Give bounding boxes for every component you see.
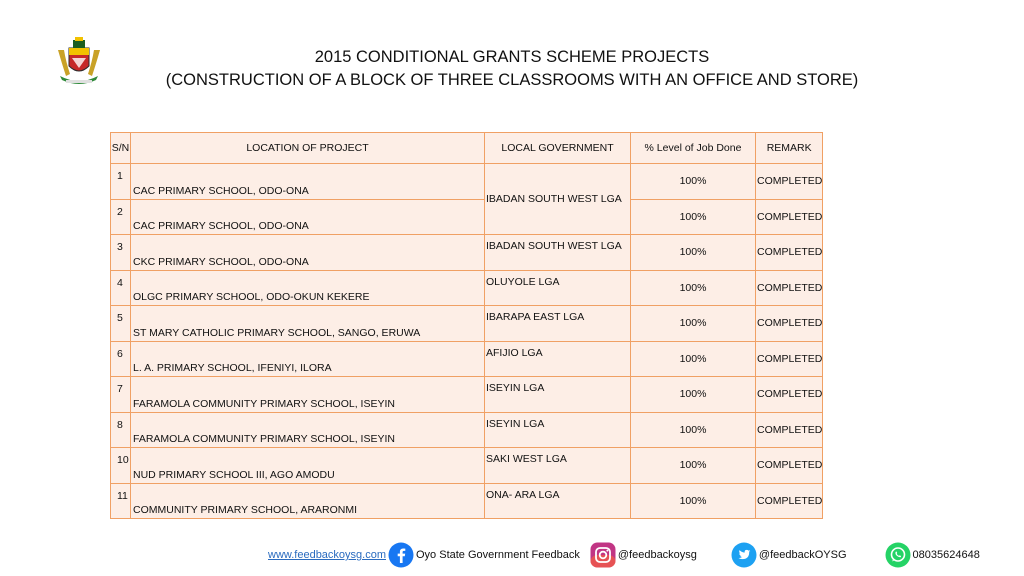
cell-pct: 100% (630, 411, 756, 448)
cell-lga: ISEYIN LGA (484, 376, 631, 413)
cell-sn: 11 (110, 482, 131, 519)
cell-location: FARAMOLA COMMUNITY PRIMARY SCHOOL, ISEYI… (130, 411, 485, 448)
column-header-lga: LOCAL GOVERNMENT (484, 132, 631, 164)
cell-pct: 100% (630, 376, 756, 413)
cell-lga: IBADAN SOUTH WEST LGA (484, 234, 631, 271)
cell-location: OLGC PRIMARY SCHOOL, ODO-OKUN KEKERE (130, 269, 485, 306)
table-row: 3 CKC PRIMARY SCHOOL, ODO-ONA IBADAN SOU… (110, 234, 824, 271)
table-header-row: S/N LOCATION OF PROJECT LOCAL GOVERNMENT… (110, 132, 824, 164)
cell-pct: 100% (630, 269, 756, 306)
table-row: 11 COMMUNITY PRIMARY SCHOOL, ARARONMI ON… (110, 482, 824, 519)
instagram-icon[interactable] (590, 542, 616, 568)
cell-sn: 10 (110, 447, 131, 484)
cell-location: COMMUNITY PRIMARY SCHOOL, ARARONMI (130, 482, 485, 519)
cell-pct: 100% (630, 447, 756, 484)
cell-sn: 3 (110, 234, 131, 271)
cell-remark: COMPLETED (754, 411, 824, 448)
cell-pct: 100% (630, 234, 756, 271)
column-header-location: LOCATION OF PROJECT (130, 132, 485, 164)
table-row: 10 NUD PRIMARY SCHOOL III, AGO AMODU SAK… (110, 447, 824, 484)
whatsapp-label: 08035624648 (912, 549, 980, 561)
cell-lga: SAKI WEST LGA (484, 447, 631, 484)
table-row: 6 L. A. PRIMARY SCHOOL, IFENIYI, ILORA A… (110, 340, 824, 377)
page-title: 2015 CONDITIONAL GRANTS SCHEME PROJECTS (314, 48, 710, 66)
cell-remark: COMPLETED (754, 376, 824, 413)
cell-sn: 4 (110, 269, 131, 306)
table-row: 8 FARAMOLA COMMUNITY PRIMARY SCHOOL, ISE… (110, 411, 824, 448)
table-row: 1 CAC PRIMARY SCHOOL, ODO-ONA IBADAN SOU… (110, 163, 824, 235)
cell-remark: COMPLETED (754, 482, 824, 519)
table-row: 2 CAC PRIMARY SCHOOL, ODO-ONA 100% COMPL… (110, 198, 824, 235)
column-header-pct: % Level of Job Done (630, 132, 756, 164)
projects-table: S/N LOCATION OF PROJECT LOCAL GOVERNMENT… (110, 132, 824, 519)
column-header-remark: REMARK (754, 132, 824, 164)
cell-pct: 100% (630, 198, 756, 235)
cell-pct: 100% (630, 340, 756, 377)
instagram-label: @feedbackoysg (617, 549, 697, 561)
table-row: 5 ST MARY CATHOLIC PRIMARY SCHOOL, SANGO… (110, 305, 824, 342)
cell-sn: 6 (110, 340, 131, 377)
cell-location: NUD PRIMARY SCHOOL III, AGO AMODU (130, 447, 485, 484)
cell-location: FARAMOLA COMMUNITY PRIMARY SCHOOL, ISEYI… (130, 376, 485, 413)
twitter-icon[interactable] (731, 542, 757, 568)
cell-lga: IBADAN SOUTH WEST LGA (484, 163, 631, 235)
whatsapp-icon[interactable] (885, 542, 911, 568)
cell-lga: OLUYOLE LGA (484, 269, 631, 306)
cell-sn: 8 (110, 411, 131, 448)
cell-pct: 100% (630, 305, 756, 342)
cell-remark: COMPLETED (754, 305, 824, 342)
cell-remark: COMPLETED (754, 340, 824, 377)
cell-lga: IBARAPA EAST LGA (484, 305, 631, 342)
cell-remark: COMPLETED (754, 447, 824, 484)
cell-pct: 100% (630, 482, 756, 519)
cell-remark: COMPLETED (754, 269, 824, 306)
cell-sn: 1 (110, 163, 131, 200)
cell-location: CAC PRIMARY SCHOOL, ODO-ONA (130, 163, 485, 200)
table-row: 4 OLGC PRIMARY SCHOOL, ODO-OKUN KEKERE O… (110, 269, 824, 306)
cell-lga: ONA- ARA LGA (484, 482, 631, 519)
facebook-label: Oyo State Government Feedback (416, 549, 580, 561)
state-coat-of-arms-icon (56, 36, 102, 86)
table-row: 7 FARAMOLA COMMUNITY PRIMARY SCHOOL, ISE… (110, 376, 824, 413)
cell-remark: COMPLETED (754, 163, 824, 200)
cell-location: CAC PRIMARY SCHOOL, ODO-ONA (130, 198, 485, 235)
cell-location: CKC PRIMARY SCHOOL, ODO-ONA (130, 234, 485, 271)
twitter-label: @feedbackOYSG (758, 549, 847, 561)
page-subtitle: (CONSTRUCTION OF A BLOCK OF THREE CLASSR… (165, 71, 859, 89)
cell-sn: 7 (110, 376, 131, 413)
cell-location: ST MARY CATHOLIC PRIMARY SCHOOL, SANGO, … (130, 305, 485, 342)
cell-remark: COMPLETED (754, 198, 824, 235)
cell-lga: ISEYIN LGA (484, 411, 631, 448)
facebook-icon[interactable] (388, 542, 414, 568)
cell-location: L. A. PRIMARY SCHOOL, IFENIYI, ILORA (130, 340, 485, 377)
footer-contact-bar: www.feedbackoysg.com Oyo State Governmen… (268, 541, 980, 569)
cell-remark: COMPLETED (754, 234, 824, 271)
cell-sn: 5 (110, 305, 131, 342)
cell-sn: 2 (110, 198, 131, 235)
cell-pct: 100% (630, 163, 756, 200)
cell-lga: AFIJIO LGA (484, 340, 631, 377)
column-header-sn: S/N (110, 132, 131, 164)
website-link[interactable]: www.feedbackoysg.com (268, 549, 386, 561)
